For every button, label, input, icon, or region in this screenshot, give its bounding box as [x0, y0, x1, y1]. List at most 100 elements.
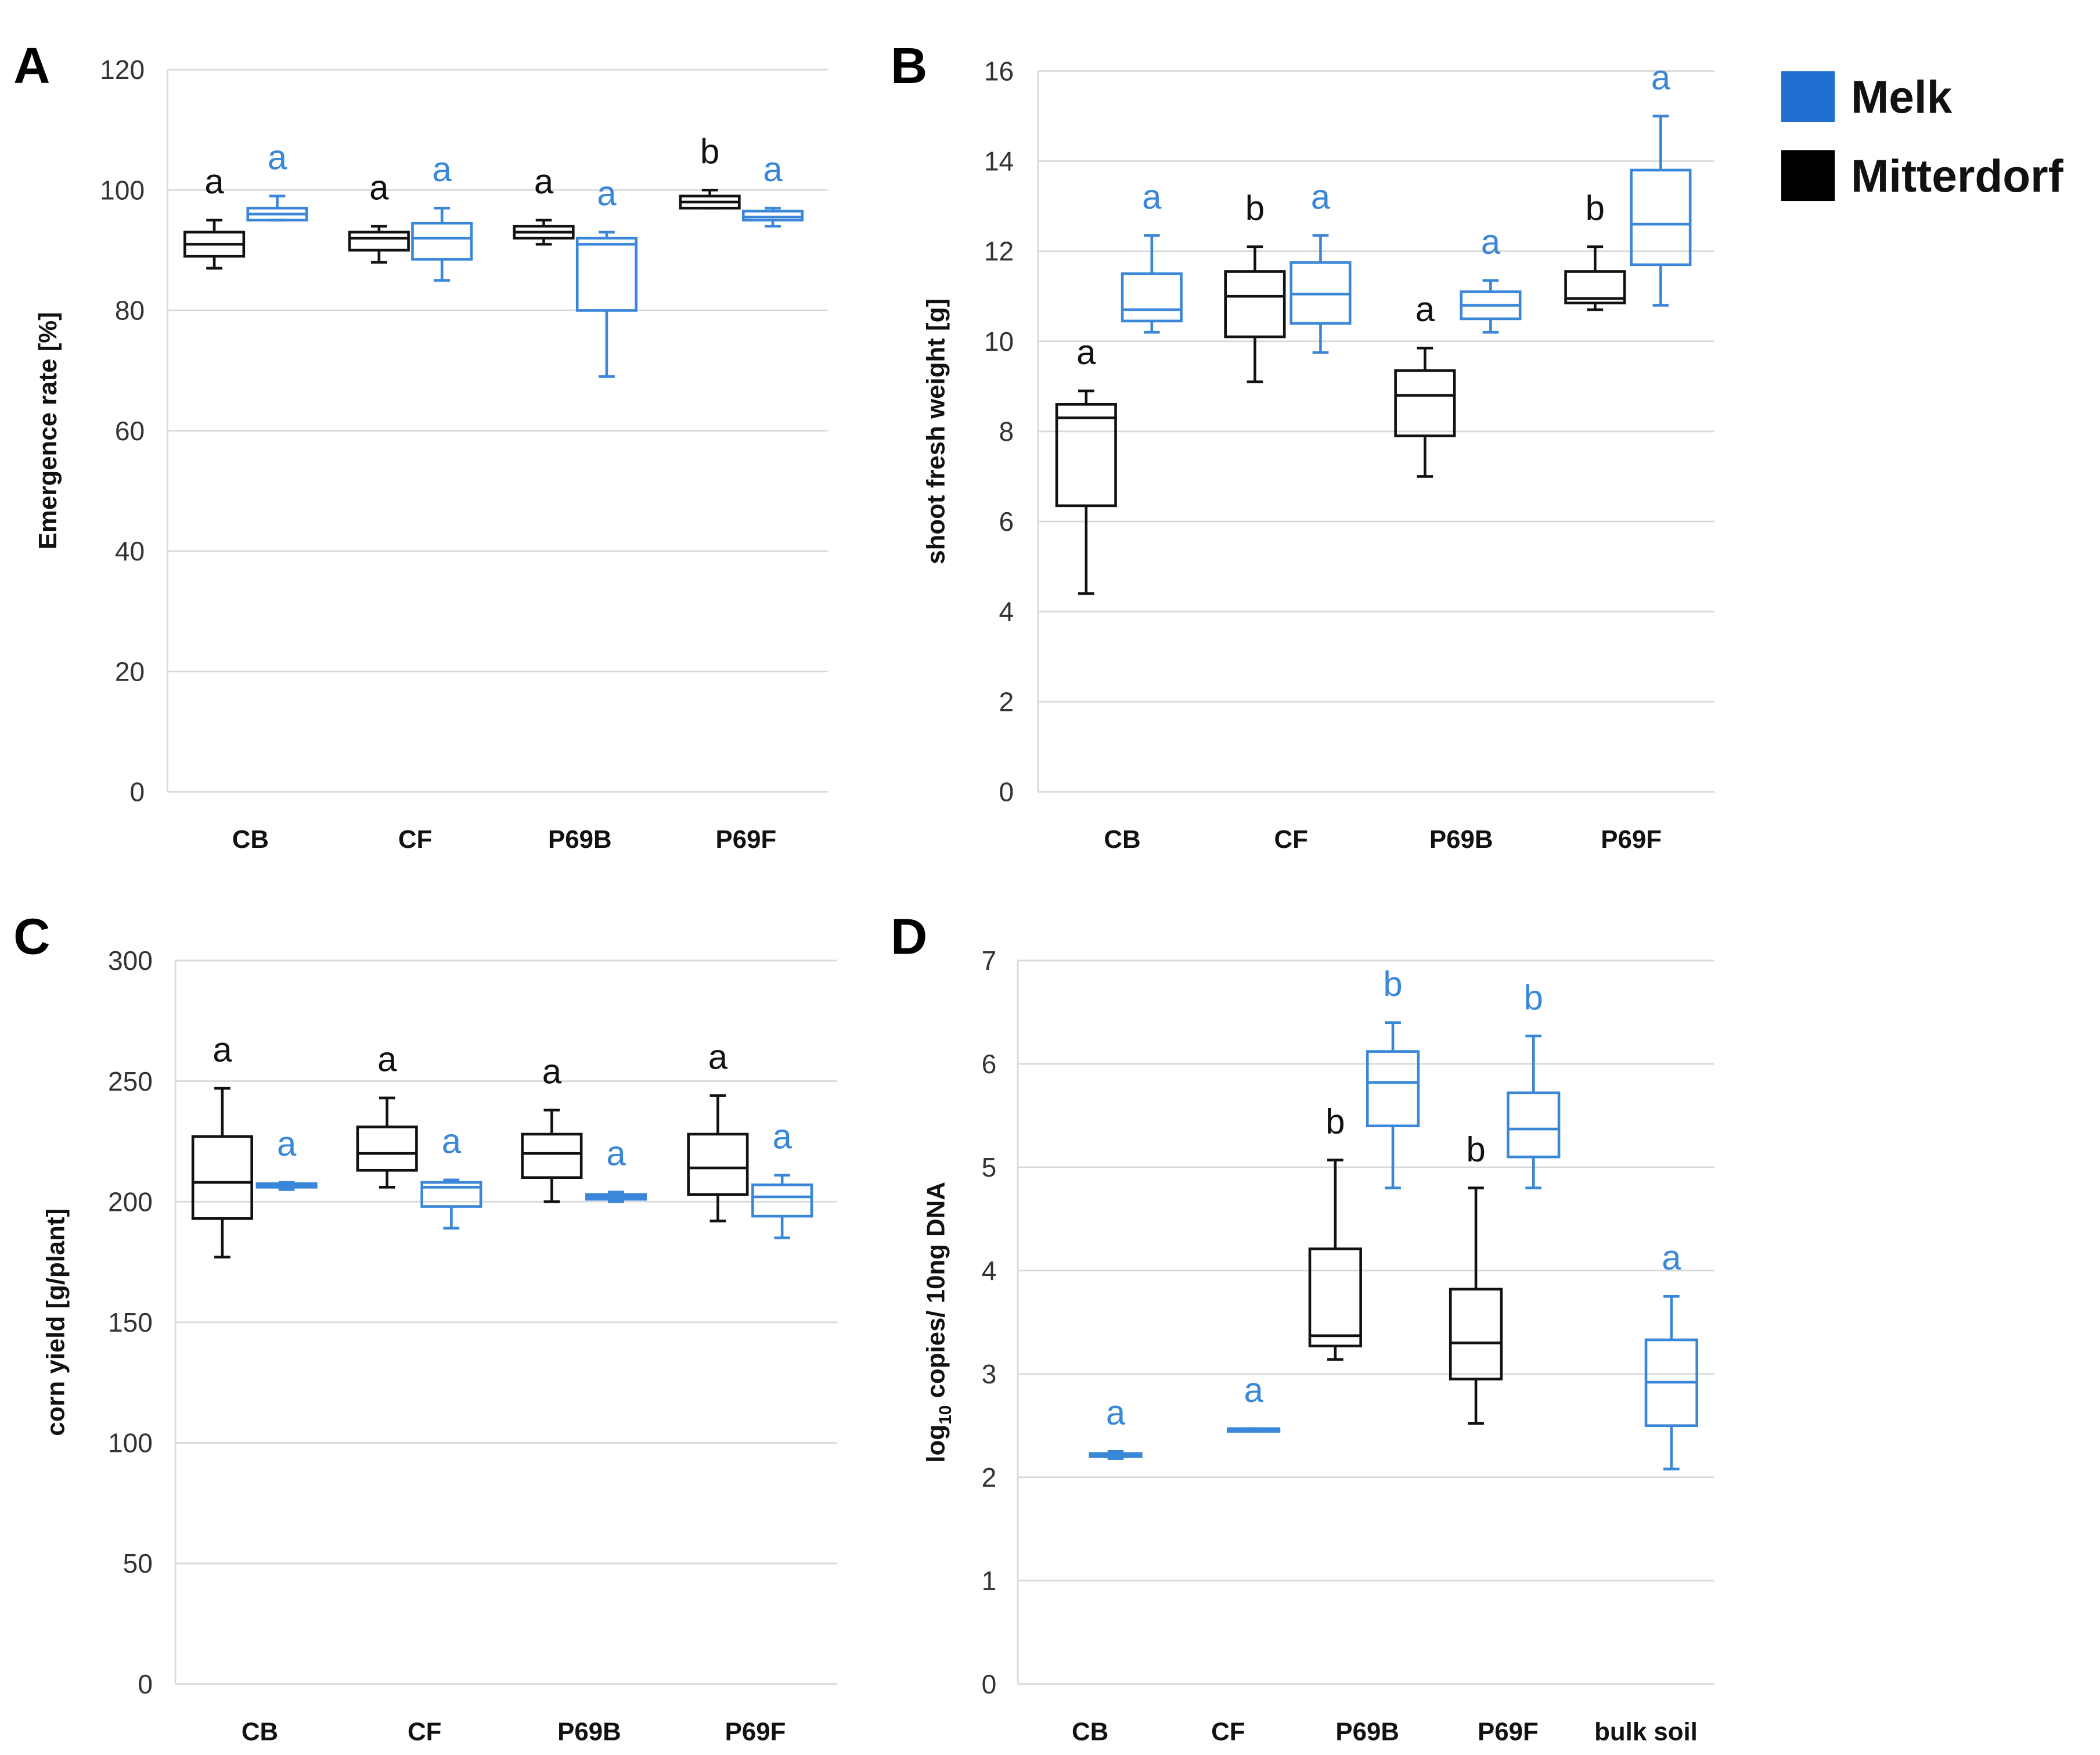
x-tick-label: P69F — [725, 1718, 786, 1746]
y-tick-label: 10 — [984, 326, 1014, 357]
x-tick-label: CB — [1104, 825, 1140, 854]
y-tick-label: 6 — [999, 506, 1014, 537]
box-melk-cb — [255, 1181, 318, 1191]
box-mitterdorf-cf — [356, 1096, 418, 1189]
box-melk-p69f — [751, 1174, 813, 1239]
y-tick-label: 100 — [100, 175, 145, 205]
panel-label: D — [891, 908, 927, 965]
significance-letter: a — [369, 168, 389, 207]
legend-label-mitterdorf: Mitterdorf — [1851, 150, 2064, 202]
box-iqr — [1630, 168, 1692, 267]
box-iqr — [1055, 403, 1117, 508]
legend-swatch-mitterdorf — [1781, 150, 1835, 202]
box-melk-cb — [246, 195, 308, 222]
y-tick-label: 5 — [982, 1152, 997, 1182]
significance-letter: b — [1524, 978, 1543, 1017]
box-iqr — [411, 221, 473, 261]
legend: Melk Mitterdorf — [1781, 71, 2064, 202]
box-iqr — [1449, 1288, 1503, 1381]
chart-panel-b: B 0 2 4 6 8 10 12 14 16 shoot fresh weight [g] CB CF… — [891, 37, 1714, 854]
panel-label: B — [891, 37, 927, 94]
box-iqr — [575, 236, 638, 312]
y-tick-label: 150 — [108, 1307, 153, 1337]
x-tick-label: CB — [1072, 1718, 1108, 1746]
significance-letter: a — [1244, 1371, 1263, 1409]
y-tick-label: 3 — [982, 1359, 997, 1389]
significance-letter: a — [597, 174, 617, 213]
box-melk-p69f — [1630, 114, 1692, 307]
y-tick-label: 80 — [115, 296, 145, 326]
significance-letter: a — [377, 1040, 397, 1079]
box-mitterdorf-cf — [348, 225, 410, 264]
box-mitterdorf-p69f — [687, 1094, 749, 1222]
y-tick-label: 0 — [982, 1669, 997, 1699]
box-iqr — [1121, 272, 1183, 323]
significance-letter: a — [433, 150, 452, 189]
significance-letter: b — [1466, 1130, 1485, 1168]
significance-letter: a — [534, 162, 554, 201]
x-tick-label: CB — [242, 1718, 278, 1746]
box-mitterdorf-p69b — [1394, 347, 1456, 478]
x-tick-label: P69B — [1335, 1718, 1399, 1746]
box-iqr — [741, 210, 804, 222]
box-mitterdorf-p69b — [513, 218, 575, 246]
significance-letter: a — [708, 1037, 728, 1076]
x-tick-label: CB — [232, 825, 269, 854]
y-tick-label: 1 — [982, 1566, 997, 1596]
y-tick-label: 12 — [984, 236, 1014, 267]
significance-letter: a — [442, 1122, 462, 1161]
box-mitterdorf-cb — [1055, 389, 1117, 595]
significance-letter: a — [268, 138, 287, 177]
significance-letter: a — [1076, 333, 1096, 372]
y-tick-label: 4 — [999, 596, 1014, 627]
y-tick-label: 7 — [982, 945, 997, 976]
panel-label: C — [13, 908, 50, 965]
significance-letter: a — [1662, 1238, 1681, 1277]
box-mitterdorf-p69f — [679, 188, 741, 210]
y-tick-label: 14 — [984, 146, 1014, 177]
significance-letter: a — [1142, 177, 1162, 216]
y-tick-label: 0 — [129, 777, 145, 807]
box-melk-cf — [1289, 234, 1352, 354]
y-tick-label: 0 — [999, 777, 1014, 807]
box-iqr — [1308, 1247, 1362, 1348]
significance-letter: b — [1383, 965, 1402, 1004]
x-tick-label: CF — [1211, 1718, 1245, 1746]
legend-swatch-melk — [1781, 71, 1835, 122]
x-tick-label: CF — [398, 825, 432, 854]
x-tick-label: CF — [1274, 825, 1308, 854]
x-tick-label: P69B — [557, 1718, 621, 1746]
box-melk-cf — [1226, 1427, 1281, 1433]
box-mitterdorf-cb — [191, 1087, 253, 1259]
significance-letter: a — [542, 1052, 562, 1091]
box-melk-p69b — [575, 231, 638, 378]
box-melk-p69b — [1460, 279, 1522, 334]
x-tick-label: P69B — [548, 825, 612, 854]
x-tick-label: P69F — [716, 825, 777, 854]
box-iqr — [1224, 270, 1286, 339]
y-tick-label: 120 — [100, 55, 145, 85]
x-tick-label: P69F — [1478, 1718, 1539, 1746]
x-tick-label: CF — [408, 1718, 441, 1746]
panel-label: A — [13, 37, 50, 94]
box-melk-p69f — [1507, 1034, 1561, 1189]
y-tick-label: 8 — [999, 416, 1014, 447]
legend-label-melk: Melk — [1851, 71, 1953, 123]
significance-letter: a — [1311, 177, 1331, 216]
significance-letter: a — [1481, 222, 1501, 261]
y-tick-label: 0 — [138, 1669, 153, 1699]
box-mitterdorf-p69b — [521, 1109, 583, 1203]
y-tick-label: 6 — [982, 1049, 997, 1079]
y-tick-label: 200 — [108, 1186, 153, 1217]
significance-letter: a — [277, 1124, 297, 1163]
box-melk-cf — [411, 207, 473, 282]
y-axis-label: corn yield [g/plant] — [42, 1209, 70, 1436]
significance-letter: a — [763, 150, 783, 189]
x-tick-label: P69F — [1601, 825, 1662, 854]
box-iqr — [1394, 369, 1456, 437]
y-tick-label: 300 — [108, 945, 153, 976]
box-melk-cb — [1121, 234, 1183, 334]
y-tick-label: 50 — [123, 1548, 153, 1578]
x-tick-label: P69B — [1429, 825, 1493, 854]
box-mitterdorf-cb — [183, 218, 246, 270]
